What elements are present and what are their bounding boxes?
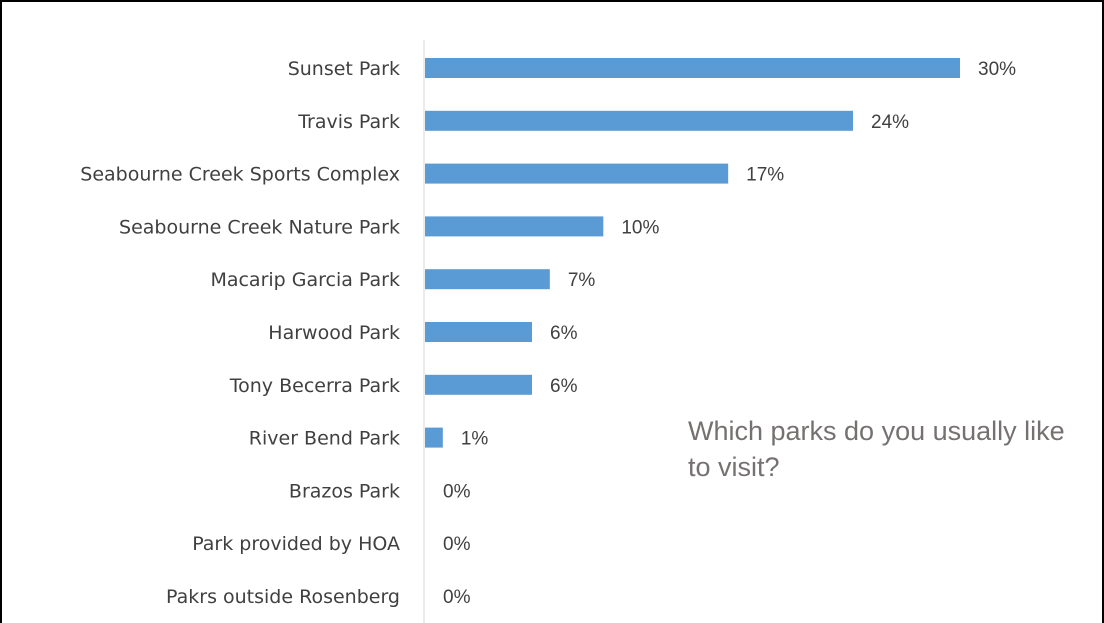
category-label: Tony Becerra Park — [229, 375, 400, 397]
value-label: 10% — [621, 217, 659, 238]
category-label: Macarip Garcia Park — [210, 269, 400, 291]
category-label: Travis Park — [297, 111, 400, 133]
category-label: Brazos Park — [289, 480, 400, 502]
bar — [425, 216, 604, 237]
category-label: Park provided by HOA — [192, 533, 400, 555]
chart-title: Which parks do you usually like to visit… — [688, 416, 1065, 482]
category-label: Seabourne Creek Sports Complex — [80, 164, 400, 186]
bar — [425, 163, 729, 184]
category-label: River Bend Park — [249, 428, 400, 450]
value-label: 6% — [550, 323, 578, 344]
value-label: 1% — [461, 429, 489, 450]
bars-layer — [425, 58, 960, 448]
value-label: 0% — [443, 534, 471, 555]
category-label: Sunset Park — [288, 58, 400, 80]
value-label: 30% — [978, 59, 1016, 80]
value-label: 6% — [550, 376, 578, 397]
category-label: Pakrs outside Rosenberg — [166, 586, 400, 608]
bar — [425, 269, 550, 290]
bar — [425, 322, 532, 342]
bar — [425, 427, 443, 448]
value-label: 0% — [443, 587, 471, 608]
value-label: 7% — [568, 270, 596, 291]
value-label: 24% — [871, 112, 909, 133]
bar — [425, 374, 532, 395]
value-label: 0% — [443, 481, 471, 502]
category-label: Seabourne Creek Nature Park — [119, 216, 400, 238]
bar — [425, 110, 853, 131]
category-label: Harwood Park — [268, 322, 400, 344]
labels-layer: Sunset Park 30% Travis Park 24% Seabourne Cr… — [80, 58, 1016, 608]
bar — [425, 58, 960, 78]
value-label: 17% — [746, 165, 784, 186]
